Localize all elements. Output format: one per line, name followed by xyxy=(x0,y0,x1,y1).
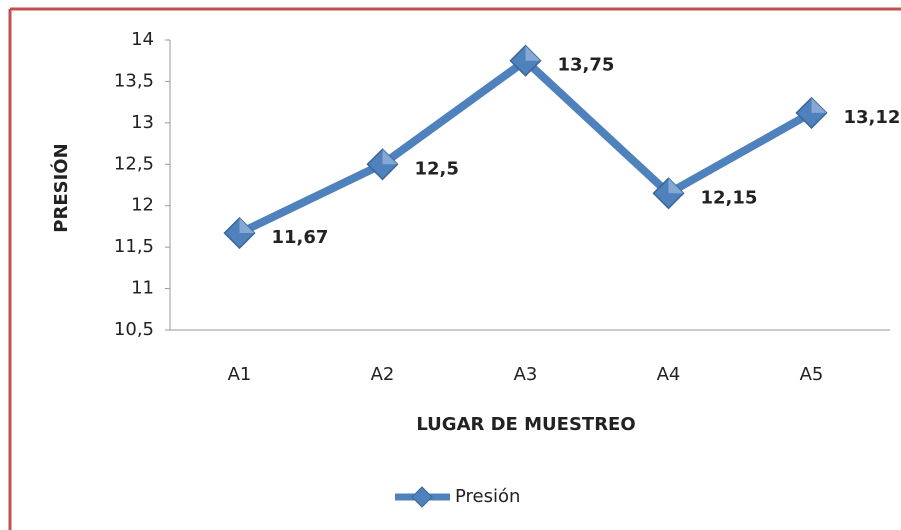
x-tick-label: A4 xyxy=(657,364,681,385)
y-tick-label: 14 xyxy=(131,29,154,50)
x-tick-label: A3 xyxy=(514,364,538,385)
data-label: 13,75 xyxy=(558,55,615,76)
data-label: 11,67 xyxy=(272,227,329,248)
marker-highlight xyxy=(668,178,684,194)
marker-highlight xyxy=(382,149,398,165)
legend-label: Presión xyxy=(455,486,520,507)
y-tick-label: 10,5 xyxy=(114,319,154,340)
data-label: 13,12 xyxy=(844,107,901,128)
y-tick-label: 12,5 xyxy=(114,153,154,174)
y-tick-label: 11,5 xyxy=(114,236,154,257)
y-tick-label: 13 xyxy=(131,112,154,133)
x-axis-label: LUGAR DE MUESTREO xyxy=(416,414,635,435)
y-tick-label: 11 xyxy=(131,278,154,299)
x-tick-label: A5 xyxy=(800,364,824,385)
data-label: 12,5 xyxy=(415,158,459,179)
marker-highlight xyxy=(525,45,541,61)
data-label: 12,15 xyxy=(701,187,758,208)
y-tick-label: 12 xyxy=(131,195,154,216)
y-axis-label: PRESIÓN xyxy=(50,143,72,232)
marker-highlight xyxy=(239,218,255,234)
y-tick-label: 13,5 xyxy=(114,70,154,91)
x-tick-label: A2 xyxy=(371,364,395,385)
legend-marker xyxy=(411,486,433,508)
x-tick-label: A1 xyxy=(228,364,252,385)
marker-highlight xyxy=(811,97,827,113)
